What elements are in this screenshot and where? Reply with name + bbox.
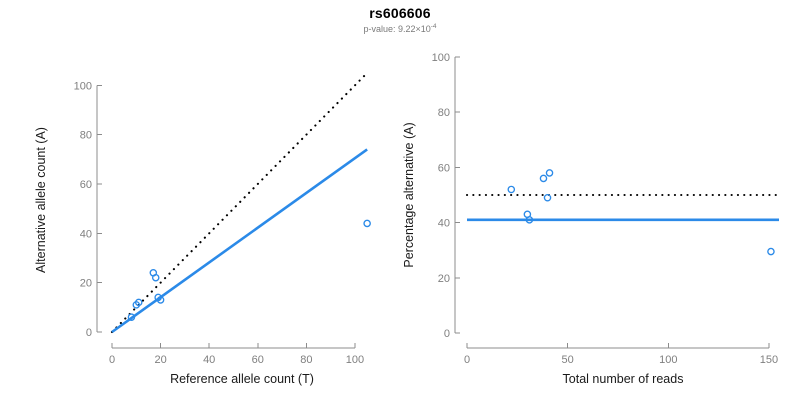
y-tick-label: 80 bbox=[438, 107, 450, 119]
x-tick-label: 20 bbox=[154, 354, 166, 366]
y-tick-label: 40 bbox=[80, 228, 92, 240]
fit-line bbox=[111, 148, 368, 334]
panel-right: 0 20 40 60 80 100 0 50 100 150 Total number of rea… bbox=[402, 52, 781, 386]
x-tick-label: 150 bbox=[760, 354, 778, 366]
y-tick-label: 80 bbox=[80, 130, 92, 142]
y-tick-label: 20 bbox=[438, 273, 450, 285]
x-tick-label: 40 bbox=[203, 354, 215, 366]
x-tick-label: 100 bbox=[659, 354, 677, 366]
y-tick-label: 0 bbox=[444, 328, 450, 340]
y-tick-label: 20 bbox=[80, 278, 92, 290]
data-point bbox=[156, 296, 165, 304]
y-tick-label: 40 bbox=[438, 218, 450, 230]
x-tick-label: 60 bbox=[252, 354, 264, 366]
data-point bbox=[767, 247, 775, 256]
data-point bbox=[127, 313, 136, 321]
x-tick-label: 50 bbox=[562, 354, 574, 366]
y-axis-title: Alternative allele count (A) bbox=[34, 127, 48, 273]
y-tick-label: 0 bbox=[86, 327, 92, 339]
data-point bbox=[543, 193, 552, 202]
x-tick-label: 0 bbox=[464, 354, 470, 366]
y-tick-label: 100 bbox=[432, 52, 450, 64]
data-point bbox=[545, 169, 554, 177]
identity-line bbox=[110, 71, 369, 334]
y-tick-label: 100 bbox=[74, 80, 92, 92]
data-point bbox=[151, 273, 160, 282]
y-axis-title: Percentage alternative (A) bbox=[402, 122, 416, 267]
data-point bbox=[507, 185, 516, 194]
x-tick-label: 100 bbox=[346, 354, 364, 366]
data-point bbox=[539, 174, 548, 183]
panel-left: 0 20 40 60 80 100 0 20 40 60 80 100 Reference allele… bbox=[34, 71, 371, 386]
y-tick-label: 60 bbox=[438, 162, 450, 174]
data-point bbox=[525, 216, 534, 224]
x-tick-label: 80 bbox=[300, 354, 312, 366]
y-tick-label: 60 bbox=[80, 179, 92, 191]
x-tick-label: 0 bbox=[109, 354, 115, 366]
x-axis-title: Total number of reads bbox=[563, 372, 684, 386]
data-point bbox=[363, 219, 371, 228]
data-point bbox=[134, 298, 143, 307]
x-axis-title: Reference allele count (T) bbox=[170, 372, 314, 386]
